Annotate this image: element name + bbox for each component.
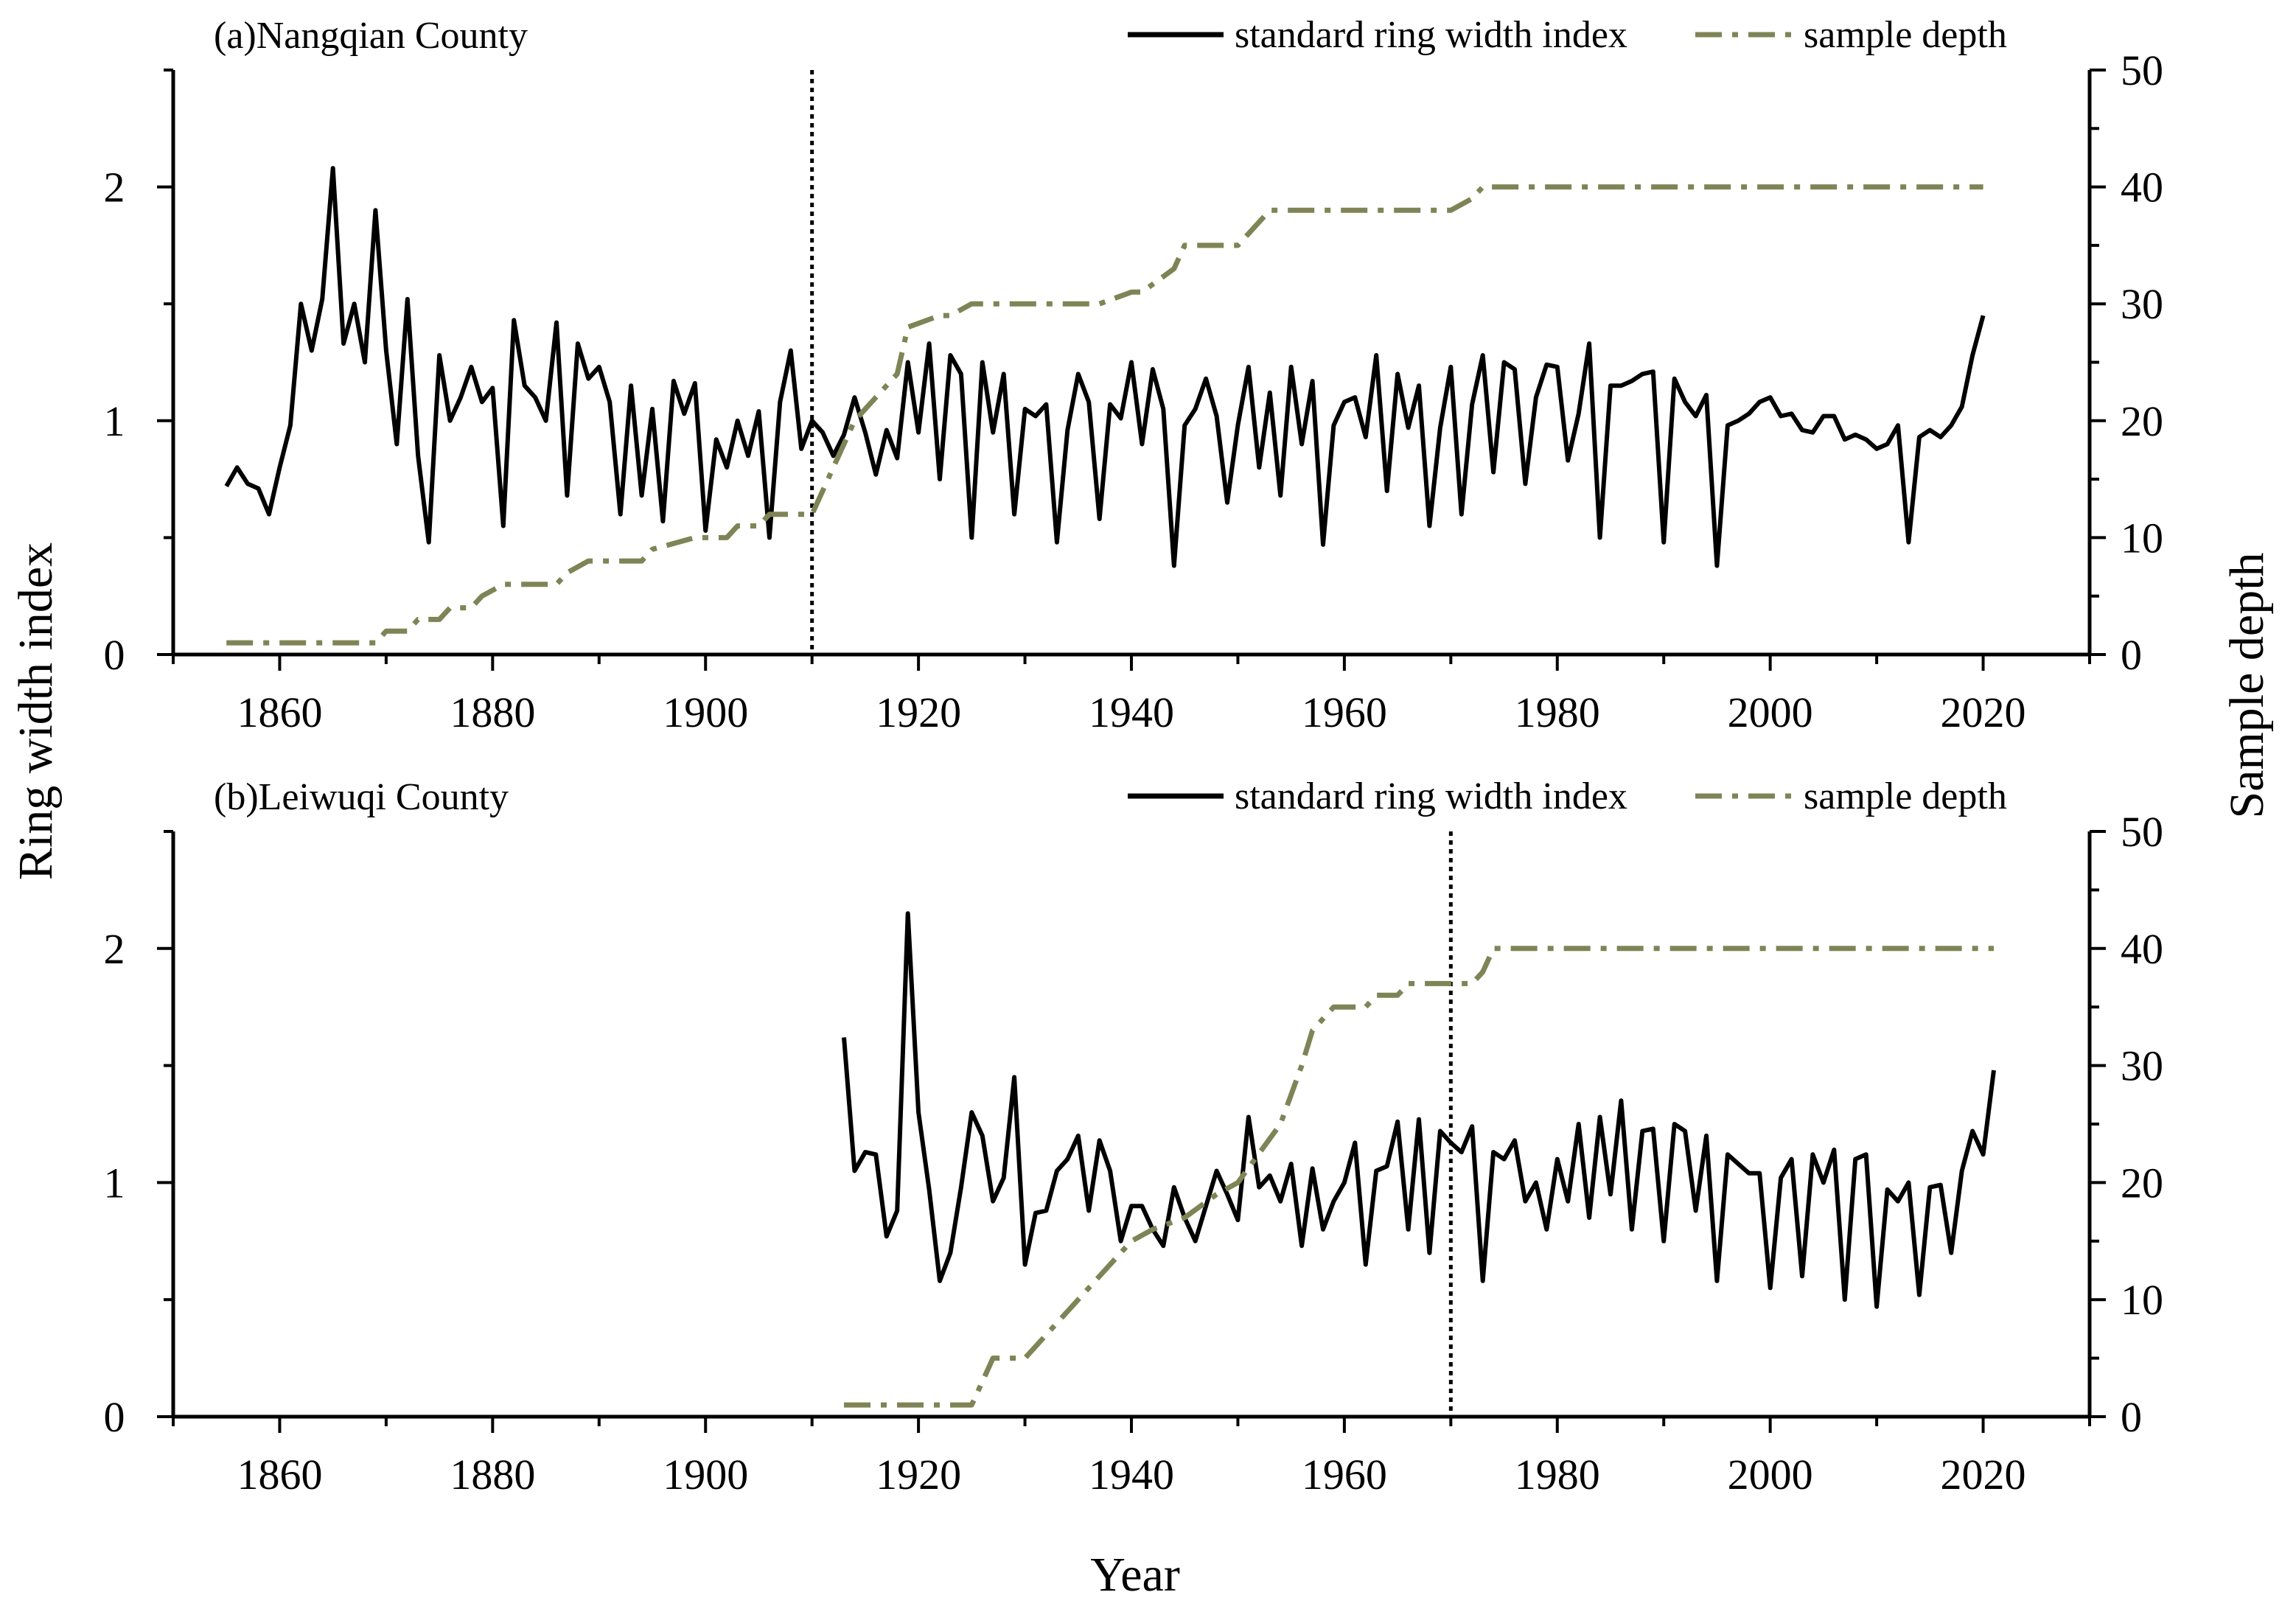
sample-depth-line — [226, 184, 1983, 646]
x-tick-label: 1880 — [450, 688, 535, 736]
y-right-tick-label: 40 — [2121, 925, 2163, 973]
y-right-tick-label: 50 — [2121, 46, 2163, 94]
y-right-tick-label: 30 — [2121, 280, 2163, 328]
x-tick-label: 1860 — [237, 688, 322, 736]
x-tick-label: 1940 — [1089, 1451, 1174, 1498]
x-tick-label: 2020 — [1941, 1451, 2026, 1498]
legend-ring-index-label: standard ring width index — [1235, 775, 1627, 817]
x-tick-label: 1900 — [663, 688, 748, 736]
x-tick-label: 1980 — [1515, 688, 1600, 736]
y-right-tick-label: 40 — [2121, 164, 2163, 212]
y-right-tick-label: 10 — [2121, 514, 2163, 562]
legend-ring-index-label: standard ring width index — [1235, 14, 1627, 56]
panel-leiwuqi: 1860 1880 1900 1920 1940 1960 1980 2000 20200120… — [104, 775, 2164, 1498]
y-right-tick-label: 0 — [2121, 631, 2142, 679]
y-right-tick-label: 30 — [2121, 1042, 2163, 1090]
y-left-tick-label: 1 — [104, 397, 125, 445]
x-tick-label: 1920 — [876, 688, 961, 736]
ring-width-index-line — [842, 911, 1996, 1309]
x-tick-label: 2020 — [1941, 688, 2026, 736]
x-tick-label: 2000 — [1728, 1451, 1813, 1498]
x-tick-label: 1920 — [876, 1451, 961, 1498]
y-right-tick-label: 10 — [2121, 1276, 2163, 1324]
y-right-tick-label: 20 — [2121, 1159, 2163, 1207]
x-tick-label: 1960 — [1302, 688, 1387, 736]
ring-width-index-line — [224, 166, 1986, 568]
y-right-tick-label: 20 — [2121, 397, 2163, 445]
x-tick-label: 1960 — [1302, 1451, 1387, 1498]
panel-title: (a)Nangqian County — [214, 15, 528, 57]
y-left-tick-label: 0 — [104, 631, 125, 679]
panel-nangqian: 1860 1880 1900 1920 1940 1960 1980 2000 20200120… — [104, 14, 2164, 736]
y-left-tick-label: 1 — [104, 1159, 125, 1207]
panel-title: (b)Leiwuqi County — [214, 776, 509, 818]
x-axis-title: Year — [1090, 1548, 1180, 1602]
x-tick-label: 1880 — [450, 1451, 535, 1498]
x-tick-label: 1860 — [237, 1451, 322, 1498]
y-axis-title-right: Sample depth — [2220, 552, 2274, 818]
y-right-tick-label: 50 — [2121, 808, 2163, 856]
y-axis-title-left: Ring width index — [9, 542, 63, 880]
y-right-tick-label: 0 — [2121, 1393, 2142, 1441]
x-tick-label: 2000 — [1728, 688, 1813, 736]
sample-depth-line — [844, 946, 1994, 1408]
y-left-tick-label: 0 — [104, 1393, 125, 1441]
y-left-tick-label: 2 — [104, 925, 125, 973]
legend-sample-depth-label: sample depth — [1804, 775, 2007, 817]
x-tick-label: 1980 — [1515, 1451, 1600, 1498]
x-tick-label: 1900 — [663, 1451, 748, 1498]
legend-sample-depth-label: sample depth — [1804, 14, 2007, 56]
x-tick-label: 1940 — [1089, 688, 1174, 736]
y-left-tick-label: 2 — [104, 164, 125, 212]
